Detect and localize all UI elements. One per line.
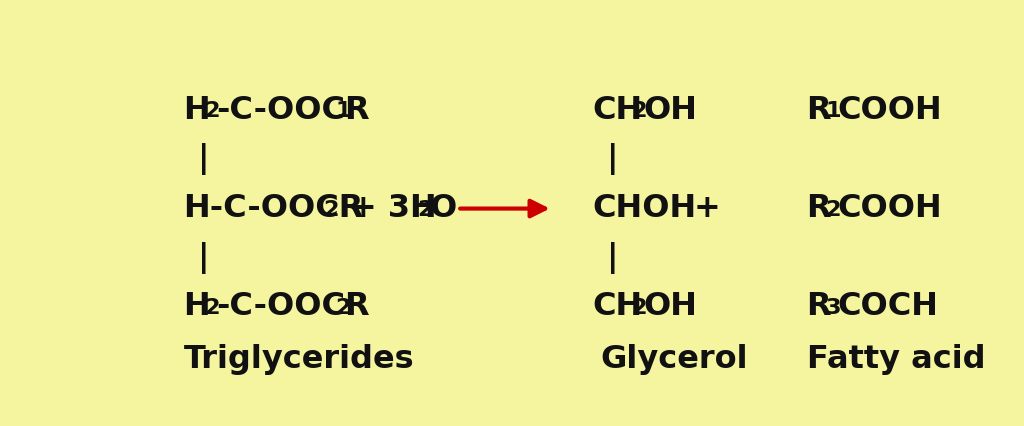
Text: 3: 3 [825, 298, 841, 318]
Text: 2: 2 [336, 298, 351, 318]
Text: 2: 2 [204, 298, 220, 318]
Text: COOH: COOH [838, 193, 942, 224]
Text: 2: 2 [417, 200, 432, 220]
Text: CHOH: CHOH [592, 193, 696, 224]
Text: R: R [807, 291, 831, 322]
Text: H: H [183, 291, 210, 322]
Text: COCH: COCH [838, 291, 939, 322]
Text: +: + [694, 193, 721, 224]
Text: R: R [807, 193, 831, 224]
Text: 2: 2 [825, 200, 842, 220]
Text: CH: CH [592, 291, 642, 322]
Text: 1: 1 [825, 101, 841, 121]
Text: H: H [183, 95, 210, 126]
Text: CH: CH [592, 95, 642, 126]
Text: Fatty acid: Fatty acid [807, 344, 985, 375]
Text: Glycerol: Glycerol [600, 344, 748, 375]
Text: |: | [606, 242, 618, 274]
Text: |: | [198, 242, 210, 274]
Text: 2: 2 [324, 200, 339, 220]
Text: 1: 1 [336, 101, 351, 121]
Text: |: | [606, 144, 618, 176]
Text: + 3H: + 3H [350, 193, 436, 224]
Text: OH: OH [643, 291, 697, 322]
Text: O: O [429, 193, 457, 224]
Text: |: | [198, 144, 210, 176]
Text: R: R [807, 95, 831, 126]
Text: COOH: COOH [838, 95, 942, 126]
Text: H-C-OOCR: H-C-OOCR [183, 193, 364, 224]
Text: 2: 2 [631, 298, 647, 318]
Text: Triglycerides: Triglycerides [183, 344, 414, 375]
Text: OH: OH [643, 95, 697, 126]
Text: -C-OOCR: -C-OOCR [216, 291, 370, 322]
Text: 2: 2 [631, 101, 647, 121]
Text: -C-OOCR: -C-OOCR [216, 95, 370, 126]
Text: 2: 2 [204, 101, 220, 121]
